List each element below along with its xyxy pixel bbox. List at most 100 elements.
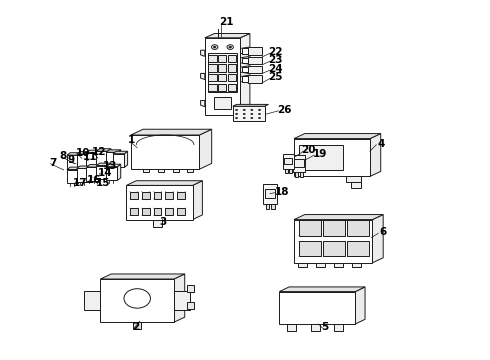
Polygon shape [106, 152, 118, 166]
Polygon shape [299, 241, 320, 256]
Polygon shape [106, 164, 121, 167]
Polygon shape [240, 33, 250, 115]
Polygon shape [67, 155, 78, 169]
Text: 9: 9 [68, 155, 75, 165]
Text: 8: 8 [60, 150, 67, 161]
Polygon shape [248, 75, 262, 83]
Text: 20: 20 [301, 145, 316, 156]
Polygon shape [323, 220, 345, 235]
Text: 26: 26 [277, 105, 292, 115]
Polygon shape [208, 74, 217, 81]
Polygon shape [208, 55, 217, 62]
Polygon shape [248, 66, 262, 73]
Polygon shape [67, 153, 81, 155]
Polygon shape [334, 263, 343, 267]
Text: 17: 17 [73, 178, 87, 188]
Polygon shape [205, 38, 240, 115]
Text: 24: 24 [269, 64, 283, 74]
Polygon shape [96, 166, 107, 179]
Polygon shape [263, 184, 277, 204]
Text: 3: 3 [159, 217, 167, 227]
Polygon shape [88, 166, 91, 182]
Circle shape [243, 113, 245, 115]
Polygon shape [174, 291, 190, 310]
Polygon shape [271, 204, 275, 208]
Polygon shape [193, 181, 202, 220]
Polygon shape [285, 169, 288, 173]
Circle shape [251, 117, 253, 119]
Polygon shape [67, 170, 78, 183]
Circle shape [236, 113, 238, 115]
Polygon shape [86, 153, 98, 166]
Polygon shape [153, 192, 162, 199]
Polygon shape [96, 149, 111, 151]
Polygon shape [300, 172, 303, 177]
Polygon shape [265, 189, 275, 198]
Circle shape [229, 46, 232, 48]
Text: 25: 25 [269, 72, 283, 82]
Polygon shape [131, 135, 199, 169]
Polygon shape [142, 208, 149, 216]
Text: 22: 22 [269, 47, 283, 57]
Circle shape [212, 45, 218, 49]
Circle shape [243, 117, 245, 119]
Circle shape [213, 46, 216, 48]
Polygon shape [316, 263, 325, 267]
Polygon shape [298, 263, 307, 267]
Polygon shape [242, 67, 248, 72]
Polygon shape [118, 150, 121, 166]
Polygon shape [287, 324, 296, 331]
Polygon shape [143, 169, 148, 172]
Polygon shape [298, 145, 343, 170]
Circle shape [258, 109, 261, 111]
Polygon shape [279, 292, 355, 324]
Polygon shape [242, 76, 248, 82]
Text: 16: 16 [87, 175, 102, 185]
Circle shape [251, 113, 253, 115]
Polygon shape [295, 172, 298, 177]
Polygon shape [228, 64, 236, 72]
Text: 15: 15 [96, 178, 110, 188]
Text: 6: 6 [380, 227, 387, 237]
Polygon shape [208, 84, 217, 91]
Text: 1: 1 [127, 135, 135, 145]
Polygon shape [174, 274, 185, 322]
Polygon shape [228, 84, 236, 91]
Polygon shape [100, 274, 185, 279]
Text: 10: 10 [76, 148, 91, 158]
Polygon shape [284, 158, 293, 164]
Text: 23: 23 [269, 55, 283, 65]
Circle shape [124, 289, 150, 308]
Polygon shape [283, 154, 294, 169]
Polygon shape [126, 181, 202, 185]
Polygon shape [248, 57, 262, 64]
Circle shape [251, 109, 253, 111]
Polygon shape [130, 208, 138, 216]
Text: 12: 12 [92, 147, 107, 157]
Polygon shape [153, 220, 162, 227]
Polygon shape [199, 129, 212, 169]
Text: 14: 14 [98, 168, 113, 178]
Polygon shape [200, 50, 205, 57]
Text: 7: 7 [49, 158, 56, 168]
Text: 11: 11 [83, 152, 98, 162]
Polygon shape [233, 106, 265, 121]
Polygon shape [76, 152, 91, 154]
Polygon shape [177, 208, 185, 216]
Polygon shape [294, 134, 381, 139]
Polygon shape [294, 220, 372, 263]
Polygon shape [352, 263, 362, 267]
Polygon shape [86, 150, 101, 153]
Polygon shape [266, 204, 270, 208]
Polygon shape [219, 55, 226, 62]
Polygon shape [279, 287, 365, 292]
Polygon shape [118, 164, 121, 180]
Polygon shape [214, 96, 231, 109]
Polygon shape [131, 129, 212, 135]
Polygon shape [355, 287, 365, 324]
Polygon shape [372, 215, 383, 263]
Polygon shape [78, 153, 81, 169]
Polygon shape [294, 159, 304, 167]
Polygon shape [351, 183, 361, 188]
Polygon shape [233, 104, 269, 106]
